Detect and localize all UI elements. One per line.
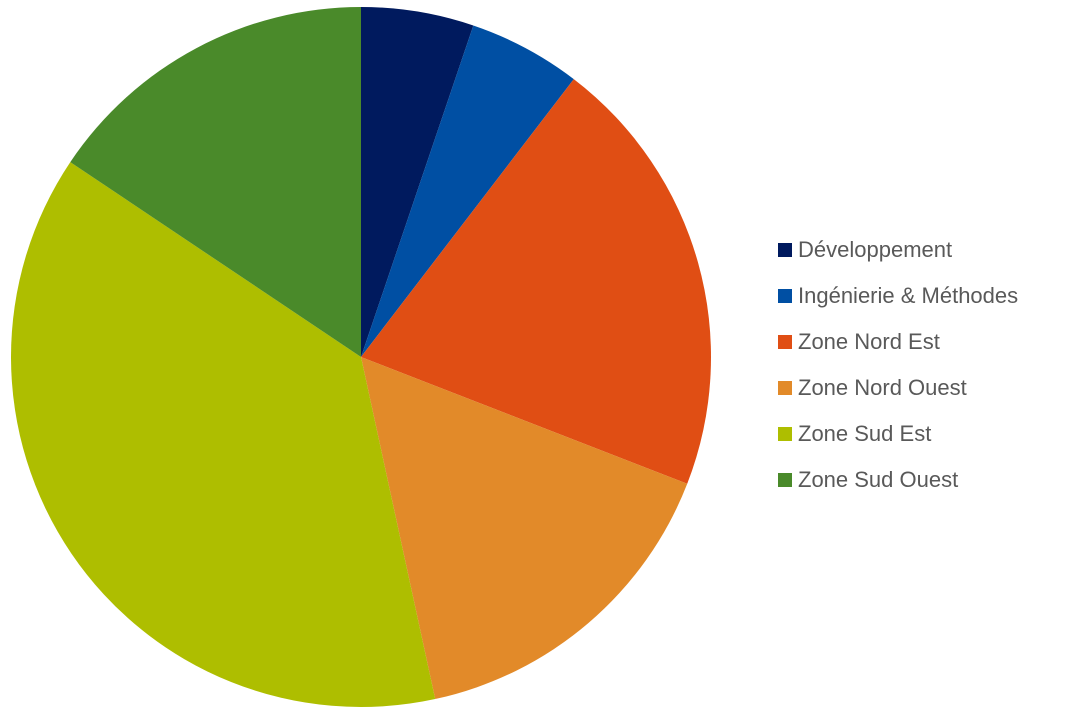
pie-slice-4 [361,357,688,700]
legend-label: Zone Nord Est [798,329,940,354]
legend-swatch [778,427,792,441]
legend-swatch [778,289,792,303]
pie-slice-3 [361,79,711,484]
legend-swatch [778,381,792,395]
legend-swatch [778,335,792,349]
legend-swatch [778,243,792,257]
legend-item: Zone Sud Est [778,411,1018,457]
pie-slice-1 [361,7,474,357]
legend-label: Zone Sud Ouest [798,467,959,492]
legend-label: Zone Sud Est [798,421,932,446]
pie-slices [10,7,711,707]
legend-label: Zone Nord Ouest [798,375,967,400]
legend-item: Zone Nord Ouest [778,365,1018,411]
pie-slice-5 [10,162,436,707]
legend-item: Zone Sud Ouest [778,457,1018,503]
legend-item: Zone Nord Est [778,319,1018,365]
pie-slice-6 [70,7,361,357]
chart-legend: Développement Ingénierie & Méthodes Zone N… [778,227,1018,503]
legend-item: Développement [778,227,1018,273]
legend-label: Ingénierie & Méthodes [798,283,1019,308]
pie-slice-2 [361,25,574,358]
legend-label: Développement [798,237,953,262]
legend-item: Ingénierie & Méthodes [778,273,1018,319]
legend-swatch [778,473,792,487]
